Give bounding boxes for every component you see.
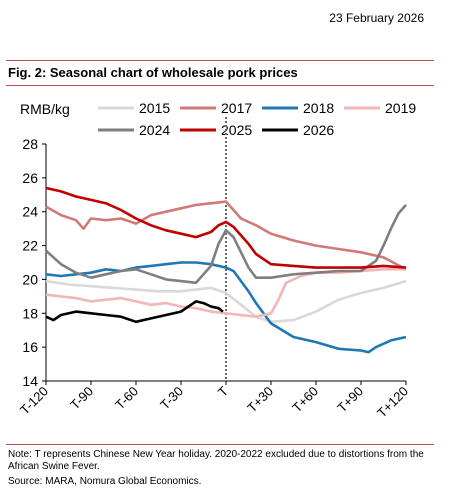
y-tick-label: 26 [22, 170, 38, 186]
series-line-2015 [45, 279, 407, 324]
title-rule [6, 85, 434, 86]
y-axis-label: RMB/kg [20, 101, 70, 117]
chart-note: Note: T represents Chinese New Year holi… [8, 449, 424, 472]
y-tick-label: 24 [22, 204, 38, 220]
legend-label-2024: 2024 [139, 122, 170, 138]
y-tick-label: 14 [22, 373, 38, 389]
legend-label-2017: 2017 [221, 100, 252, 116]
chart-legend: 2015 2017 2018 2019 2024 2025 2026 [98, 100, 416, 138]
y-tick-label: 16 [22, 339, 38, 355]
report-date: 23 February 2026 [329, 11, 424, 25]
x-tick-label: T+60 [289, 384, 321, 416]
y-tick-label: 28 [22, 136, 38, 152]
y-tick-label: 20 [22, 271, 38, 287]
x-tick-label: T-90 [67, 384, 96, 413]
legend-label-2015: 2015 [139, 100, 170, 116]
y-tick-label: 18 [22, 305, 38, 321]
chart-source: Source: MARA, Nomura Global Economics. [8, 476, 202, 487]
x-tick-label: T [215, 383, 231, 399]
legend-label-2018: 2018 [303, 100, 334, 116]
series-lines [45, 186, 407, 354]
x-tick-label: T+90 [334, 384, 366, 416]
x-axis: T-120 T-90 T-60 T-30 T T+30 T+60 T+90 T+120 [17, 380, 411, 421]
footer-rule [6, 444, 434, 445]
series-line-2017 [45, 200, 407, 271]
y-tick-label: 22 [22, 238, 38, 254]
x-tick-label: T+30 [244, 384, 276, 416]
y-axis: 14 16 18 20 22 24 26 28 [22, 136, 47, 389]
x-tick-label: T-60 [112, 384, 141, 413]
x-tick-label: T+120 [374, 384, 411, 421]
legend-label-2026: 2026 [303, 122, 334, 138]
legend-label-2025: 2025 [221, 122, 252, 138]
series-line-2025 [45, 186, 407, 269]
legend-label-2019: 2019 [385, 100, 416, 116]
header-rule [6, 60, 434, 61]
series-line-2018 [45, 261, 407, 354]
x-tick-label: T-30 [157, 384, 186, 413]
series-line-2026 [45, 300, 224, 324]
figure-title: Fig. 2: Seasonal chart of wholesale pork… [8, 65, 298, 80]
